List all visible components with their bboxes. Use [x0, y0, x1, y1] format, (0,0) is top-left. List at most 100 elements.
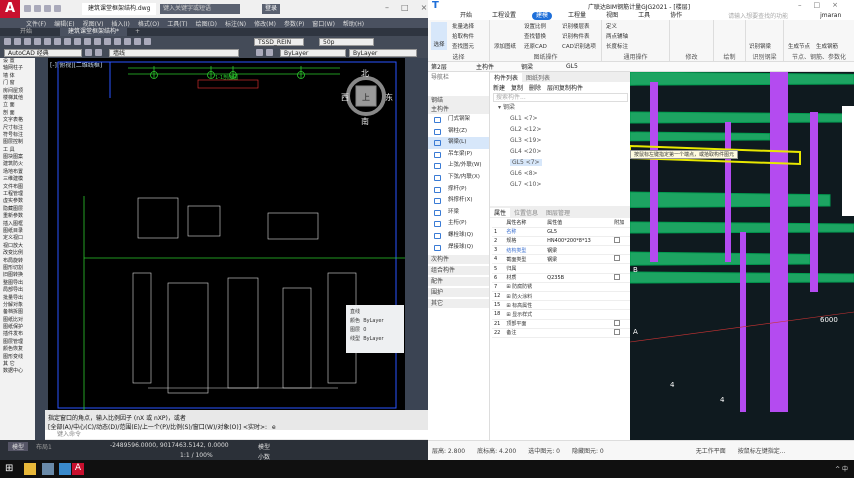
3d-viewport[interactable]: B A 4 4 6000 按鼠标左键指定第一个端点，或拾取构件图元: [630, 72, 854, 440]
component-list-item[interactable]: GL7 <10>: [490, 179, 631, 190]
system-tray[interactable]: ^ 中: [835, 466, 848, 473]
palette-item[interactable]: 视口放大: [3, 242, 24, 249]
menu-view[interactable]: 视图(V): [82, 20, 104, 28]
tab-layout1[interactable]: 布局1: [36, 444, 52, 451]
gear-icon[interactable]: [85, 49, 92, 56]
tab-modeling[interactable]: 建模: [532, 11, 553, 20]
pick-component-button[interactable]: 拾取构件: [452, 34, 475, 40]
palette-item[interactable]: 隐藏图层: [3, 205, 24, 212]
palette-item[interactable]: 旧图转换: [3, 272, 24, 279]
layer-value[interactable]: 0: [363, 327, 367, 333]
view-toolbar[interactable]: [842, 106, 854, 216]
palette-item[interactable]: 工 具: [3, 146, 15, 153]
palette-item[interactable]: 改变比例: [3, 250, 24, 257]
property-value[interactable]: [545, 319, 613, 329]
palette-item[interactable]: 门 窗: [3, 80, 15, 87]
workplane-select[interactable]: 无工作平面: [695, 448, 726, 455]
attach-checkbox[interactable]: [614, 236, 621, 243]
palette-item[interactable]: 重新参数: [3, 213, 24, 220]
maximize-icon[interactable]: □: [401, 3, 409, 12]
palette-item[interactable]: 符号标注: [3, 131, 24, 138]
palette-item[interactable]: 建筑防火: [3, 161, 24, 168]
component-list-item[interactable]: GL3 <19>: [490, 135, 631, 146]
property-value[interactable]: Q235B: [545, 273, 613, 283]
palette-item[interactable]: 分解对象: [3, 301, 24, 308]
tab-layer-mgmt[interactable]: 图层管理: [546, 209, 571, 217]
menu-tools[interactable]: 工具(T): [167, 20, 188, 28]
menu-window[interactable]: 窗口(W): [312, 20, 335, 28]
save-icon[interactable]: [44, 5, 51, 12]
close-icon[interactable]: ×: [832, 1, 838, 9]
open-icon[interactable]: [14, 38, 21, 45]
units-select[interactable]: 小数: [258, 454, 271, 460]
nav-group[interactable]: 围护: [428, 288, 489, 298]
nav-item[interactable]: 下弦/内联(X): [428, 172, 489, 184]
menu-format[interactable]: 格式(O): [137, 20, 160, 28]
new-tab-button[interactable]: +: [135, 28, 141, 35]
menu-draw[interactable]: 绘图(D): [195, 20, 217, 28]
component-list-item[interactable]: GL1 <7>: [490, 113, 631, 124]
layer-select[interactable]: 墙线: [109, 48, 239, 57]
property-row[interactable]: 1 名称 GL5: [492, 227, 630, 237]
glodon-taskbar-icon[interactable]: [59, 463, 71, 475]
pan-icon[interactable]: [104, 38, 111, 45]
property-value[interactable]: 钢梁: [545, 245, 613, 256]
nav-section-steel[interactable]: 钢结: [428, 96, 489, 105]
properties-icon[interactable]: [124, 38, 131, 45]
tab-view[interactable]: 视图: [606, 11, 619, 19]
palette-item[interactable]: 轴网柱子: [3, 65, 24, 72]
property-value[interactable]: HN400*200*8*13: [545, 236, 613, 247]
dim-style-select[interactable]: 50p: [319, 37, 374, 46]
tab-model[interactable]: 模型: [8, 442, 29, 451]
nav-item[interactable]: 钢梁(L): [428, 137, 489, 149]
undo-icon[interactable]: [84, 38, 91, 45]
minimize-icon[interactable]: –: [798, 1, 802, 9]
help-icon[interactable]: [144, 38, 151, 45]
property-row[interactable]: 6 材质 Q235B: [492, 273, 630, 283]
zoom-icon[interactable]: [114, 38, 121, 45]
property-row[interactable]: 12 ⊞ 防火涂料: [492, 291, 630, 302]
nav-item[interactable]: 门式钢架: [428, 114, 489, 126]
palette-item[interactable]: 剖 面: [3, 109, 15, 116]
batch-select-button[interactable]: 批量选择: [452, 24, 475, 30]
palette-item[interactable]: 图纸目录: [3, 227, 24, 234]
drawing-canvas[interactable]: [-][俯视][二维线框] 北南 西 东 上 1-1剖面图 直线 颜色 ByLayer…: [48, 58, 405, 410]
minimize-icon[interactable]: –: [385, 3, 389, 12]
viewport-controls[interactable]: [-][俯视][二维线框]: [50, 62, 103, 69]
palette-item[interactable]: 整图导出: [3, 279, 24, 286]
design-center-icon[interactable]: [134, 38, 141, 45]
nav-item[interactable]: 钢柱(Z): [428, 126, 489, 138]
tab-drawing-list[interactable]: 图纸列表: [526, 74, 551, 82]
cut-icon[interactable]: [54, 38, 61, 45]
palette-item[interactable]: 插件发布: [3, 331, 24, 338]
delete-button[interactable]: 删除: [529, 85, 542, 92]
property-value[interactable]: GL5: [545, 227, 613, 237]
tab-drawing[interactable]: 建筑课堂框架结构*: [60, 28, 128, 36]
palette-item[interactable]: 数据中心: [3, 368, 24, 375]
nav-item[interactable]: 环梁: [428, 207, 489, 219]
tab-start[interactable]: 开始: [20, 28, 33, 35]
paste-icon[interactable]: [74, 38, 81, 45]
attach-checkbox[interactable]: [614, 273, 621, 280]
component-select[interactable]: GL5: [566, 63, 578, 70]
recognize-components-button[interactable]: 识别构件表: [562, 34, 590, 40]
print-icon[interactable]: [54, 5, 61, 12]
nav-group[interactable]: 配件: [428, 277, 489, 287]
cad-options-button[interactable]: CAD识别选项: [562, 44, 596, 50]
nav-item[interactable]: 焊接球(Q): [428, 242, 489, 254]
palette-item[interactable]: 墙 体: [3, 72, 15, 79]
palette-item[interactable]: 颜色恢复: [3, 346, 24, 353]
property-value[interactable]: [545, 309, 613, 320]
workspace-select[interactable]: AutoCAD 经典: [4, 48, 82, 57]
text-style-select[interactable]: TSSD_REIN: [254, 37, 304, 46]
copy-icon[interactable]: [64, 38, 71, 45]
palette-item[interactable]: 房间屋顶: [3, 87, 24, 94]
list-group[interactable]: ▾ 钢梁: [498, 104, 515, 111]
palette-item[interactable]: 设 置: [3, 58, 15, 64]
search-input[interactable]: 请输入想要查找的功能: [728, 13, 789, 20]
model-space-toggle[interactable]: 模型: [258, 444, 271, 451]
type-select[interactable]: 钢梁: [521, 64, 534, 71]
open-icon[interactable]: [34, 5, 41, 12]
menu-help[interactable]: 帮助(H): [342, 20, 365, 28]
nav-item[interactable]: 主桁(P): [428, 218, 489, 230]
